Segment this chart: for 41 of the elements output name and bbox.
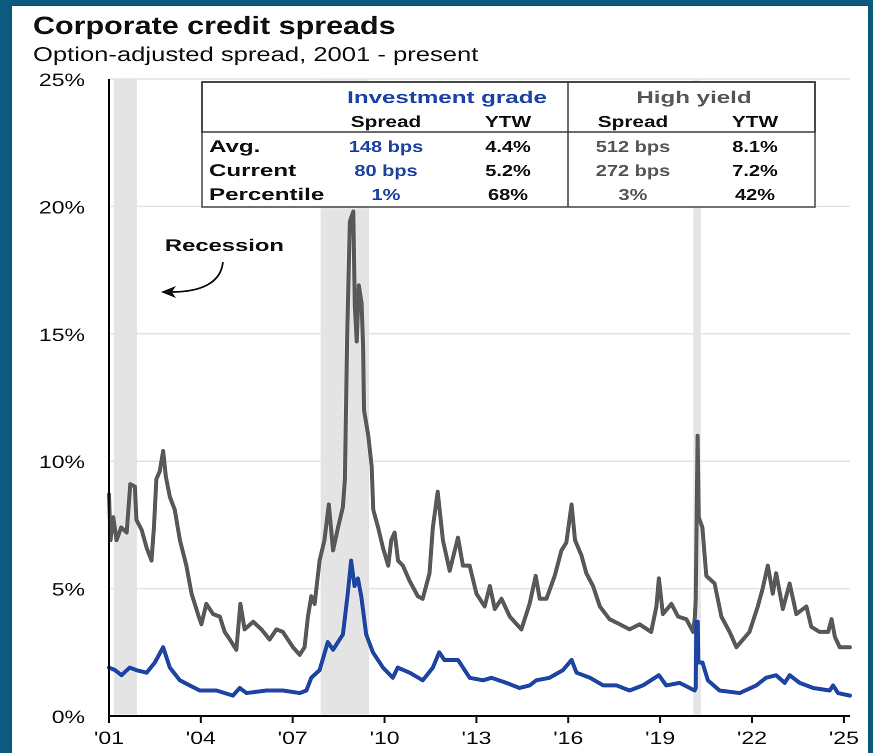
text: Investment grade <box>347 88 547 108</box>
annotation: Percentile <box>209 185 324 204</box>
annotation: 42% <box>734 186 776 204</box>
annotation: 4.4% <box>485 138 531 156</box>
chart-subtitle: Option-adjusted spread, 2001 - present <box>33 42 480 66</box>
x-tick-label: '10 <box>370 728 400 748</box>
annotation: 3% <box>618 186 648 204</box>
x-tick-label: '25 <box>828 728 859 748</box>
annotation: Spread <box>350 112 422 130</box>
annotation: 512 bps <box>596 138 670 156</box>
x-tick-label: '19 <box>645 728 676 748</box>
x-tick-label: '04 <box>186 728 216 748</box>
annotation: 7.2% <box>732 162 778 180</box>
annotation: Avg. <box>209 137 260 156</box>
annotation: 1% <box>372 186 400 204</box>
x-tick-label: '22 <box>737 728 767 748</box>
annotation: 5.2% <box>485 162 531 180</box>
annotation: 8.1% <box>732 138 778 156</box>
annotation: Spread <box>598 112 668 130</box>
annotation: 148 bps <box>348 138 424 156</box>
x-tick-label: '16 <box>553 728 584 748</box>
y-tick-label: 25% <box>38 70 85 90</box>
line-series <box>107 558 852 698</box>
y-tick-label: 0% <box>52 707 85 728</box>
text: High yield <box>636 88 752 108</box>
annotation: 80 bps <box>354 162 418 180</box>
band-label: Recession <box>164 236 284 256</box>
annotation: Current <box>209 161 296 180</box>
y-tick-label: 10% <box>38 452 85 473</box>
x-tick-label: '01 <box>94 728 124 748</box>
x-tick-label: '07 <box>278 728 308 748</box>
y-tick-label: 20% <box>38 198 85 218</box>
annotation: 68% <box>488 186 528 204</box>
line-series <box>107 209 852 657</box>
y-tick-label: 5% <box>52 580 85 600</box>
annotation: 272 bps <box>596 162 670 180</box>
chart-title: Corporate credit spreads <box>33 12 396 40</box>
x-tick-label: '13 <box>461 728 492 748</box>
y-tick-label: 15% <box>38 325 85 346</box>
annotation: YTW <box>732 112 779 130</box>
annotation: YTW <box>484 112 532 130</box>
